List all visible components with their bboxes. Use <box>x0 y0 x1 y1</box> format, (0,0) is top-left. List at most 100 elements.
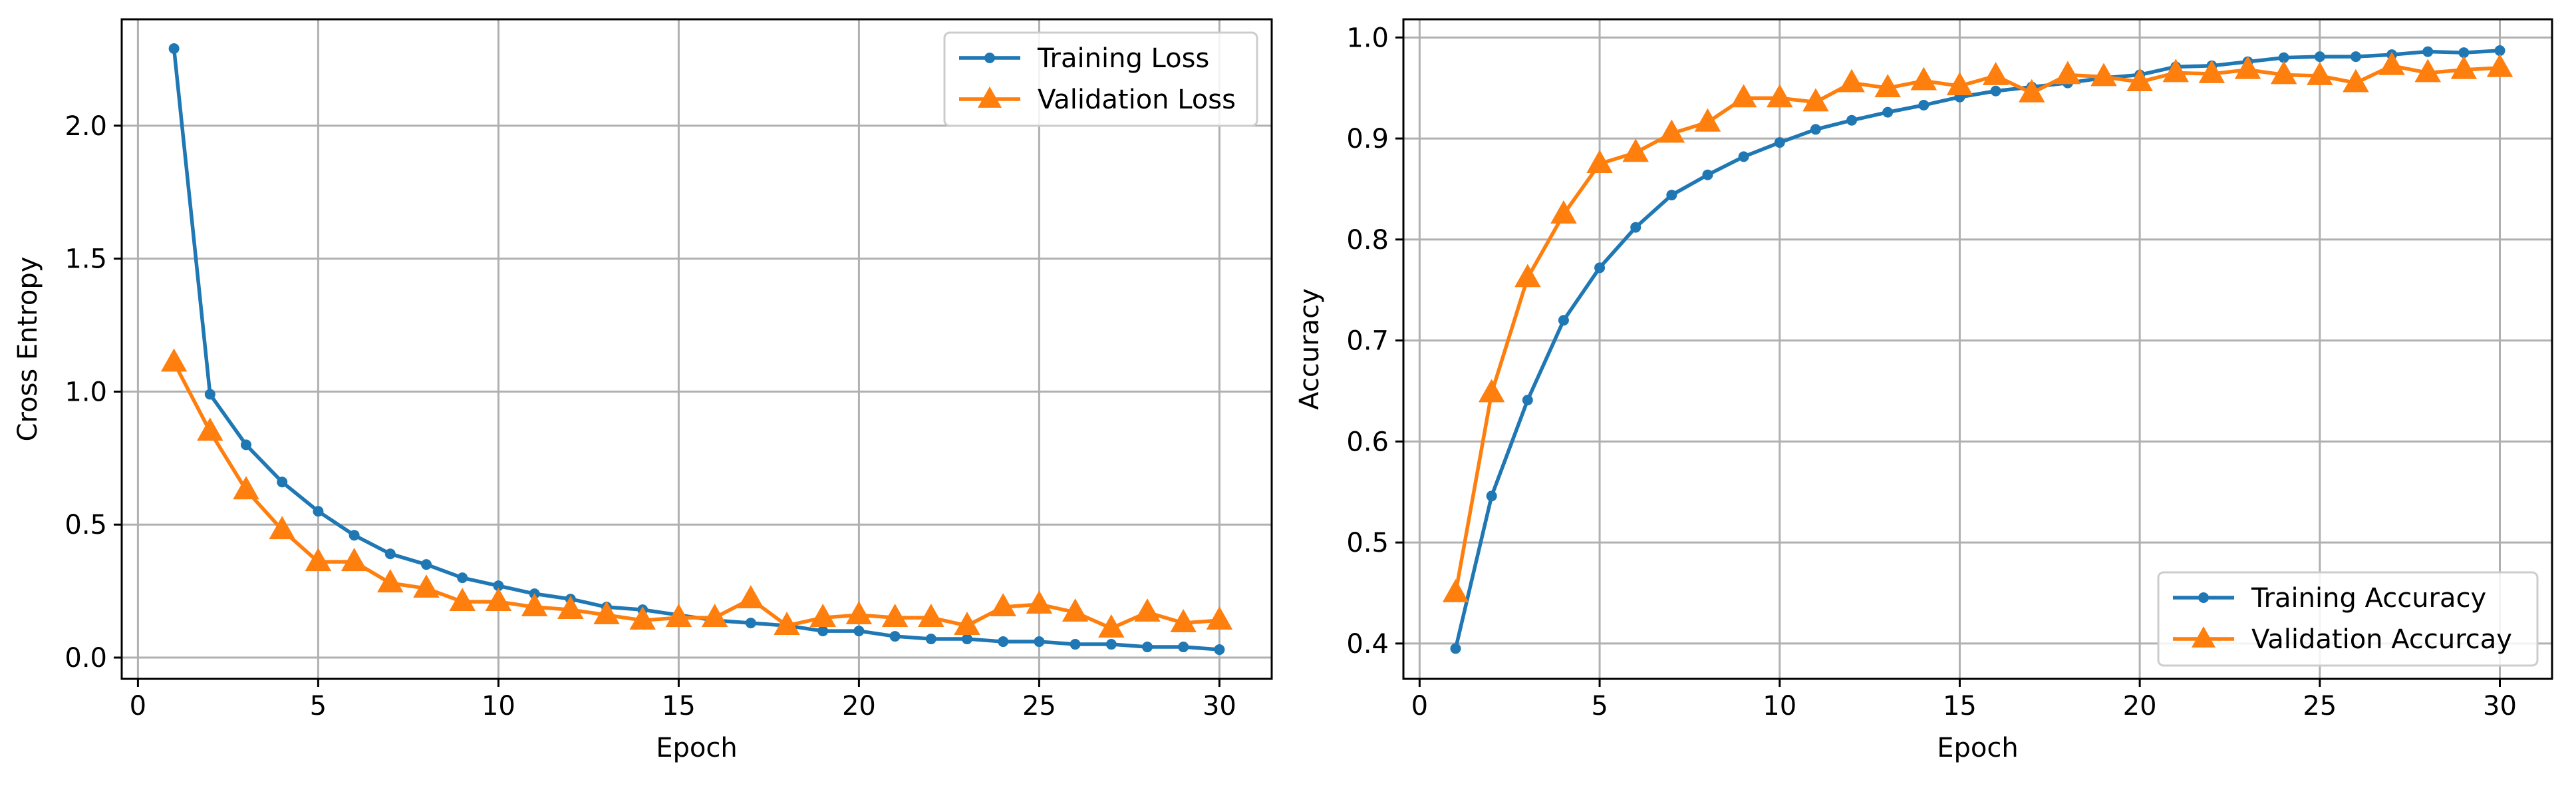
chart-0-legend: Training Loss Validation Loss <box>943 31 1258 127</box>
chart-1-series-1-point-2 <box>1514 264 1541 288</box>
chart-1-series-0-point-27 <box>2422 46 2434 57</box>
chart-0-series-1-point-12 <box>593 601 620 625</box>
chart-1-legend-box <box>2157 571 2539 667</box>
chart-1-series-0-point-7 <box>1702 169 1713 180</box>
chart-0-series-1-point-22 <box>954 612 980 636</box>
chart-1-series-0-point-6 <box>1666 190 1677 201</box>
chart-0-series-0-point-20 <box>889 631 901 642</box>
chart-0-series-1-point-23 <box>990 593 1016 617</box>
chart-0-series-0-point-29 <box>1214 644 1225 656</box>
chart-0-series-1-point-9 <box>485 588 512 612</box>
chart-1-series-1-point-14 <box>1946 72 1973 96</box>
chart-0-series-1-point-14 <box>665 604 692 628</box>
chart-1-y-tick-label-2: 0.6 <box>1346 427 1389 457</box>
chart-0-legend-marker-1 <box>977 87 1002 108</box>
chart-1-series-1-point-18 <box>2090 63 2117 87</box>
chart-0-x-tick-label-4: 20 <box>842 691 876 721</box>
chart-0-series-0-point-28 <box>1178 642 1189 653</box>
chart-1-series-0 <box>1450 45 2505 654</box>
chart-0-series-1-point-24 <box>1026 590 1053 614</box>
chart-1-y-tick-label-6: 1.0 <box>1346 23 1389 53</box>
chart-1-series-0-line <box>1453 49 2500 650</box>
chart-0-y-tick-label-4: 2.0 <box>65 111 107 142</box>
chart-0-y-tick-label-1: 0.5 <box>65 510 107 540</box>
chart-0-series-0-point-6 <box>384 548 396 560</box>
chart-1-series-0-point-9 <box>1774 137 1785 148</box>
chart-1-y-axis-label: Accuracy <box>1294 288 1325 410</box>
chart-1-series-0-point-2 <box>1522 395 1533 406</box>
chart-0-series-1-point-3 <box>269 516 295 540</box>
chart-0-series-1-line <box>172 361 1220 630</box>
chart-1-series-0-point-11 <box>1846 114 1858 126</box>
chart-0-series-0-point-26 <box>1105 639 1117 650</box>
chart-1-series-1-point-24 <box>2307 61 2333 85</box>
chart-0-series-1-point-26 <box>1098 614 1125 638</box>
chart-0-series-1-point-11 <box>557 596 584 620</box>
chart-0-series-0-point-9 <box>493 580 504 592</box>
chart-0-series-1-point-4 <box>305 548 332 572</box>
chart-1-series-1-point-22 <box>2234 55 2261 79</box>
chart-1-x-tick-label-6: 30 <box>2483 691 2517 721</box>
chart-0-x-axis-label: Epoch <box>656 733 737 763</box>
chart-1-series-1-point-20 <box>2162 59 2190 83</box>
chart-0-series-1-point-27 <box>1134 598 1161 622</box>
chart-1-series-0-point-12 <box>1882 106 1894 118</box>
chart-0-y-tick-label-0: 0.0 <box>65 643 107 674</box>
chart-0-series-1-point-13 <box>629 606 656 630</box>
chart-0-series-1-point-6 <box>377 569 404 593</box>
chart-1-x-tick-label-1: 5 <box>1591 691 1608 721</box>
chart-1-series-1-point-5 <box>1622 138 1649 162</box>
chart-0-series-0-point-21 <box>925 634 936 645</box>
chart-1-series-1-point-1 <box>1478 379 1505 403</box>
chart-0-series-1-point-5 <box>341 548 368 572</box>
chart-1-series-1-point-8 <box>1730 84 1757 108</box>
chart-1-legend-marker-1 <box>2191 626 2216 648</box>
chart-1-series-0-point-15 <box>1990 85 2001 97</box>
chart-0-series-1 <box>160 348 1233 638</box>
chart-1-series-1-point-17 <box>2055 61 2081 85</box>
chart-0-axes-frame <box>120 18 1273 680</box>
chart-1-x-tick-label-4: 20 <box>2123 691 2157 721</box>
chart-0-legend-label-1: Validation Loss <box>1038 85 1236 115</box>
chart-0-series-1-point-7 <box>413 574 440 598</box>
chart-0-series-0-point-16 <box>745 618 756 629</box>
chart-1-series-1-point-27 <box>2414 59 2441 83</box>
chart-1-series-1-point-29 <box>2486 53 2513 77</box>
chart-0-series-0-point-23 <box>998 636 1009 648</box>
chart-1-x-tick-label-2: 10 <box>1763 691 1796 721</box>
chart-0-x-tick-label-3: 15 <box>662 691 696 721</box>
chart-1-x-tick-label-3: 15 <box>1943 691 1977 721</box>
chart-1-y-tick-label-0: 0.4 <box>1346 629 1389 660</box>
chart-1-series-0-point-5 <box>1630 222 1642 233</box>
chart-0-series-0-point-5 <box>349 530 360 541</box>
chart-0-series-0-point-24 <box>1034 636 1045 648</box>
chart-0-series-0-line <box>172 48 1220 652</box>
chart-1-legend-label-0: Training Accuracy <box>2251 583 2486 614</box>
chart-1-series-1-line <box>1453 64 2500 594</box>
chart-1-series-1-point-6 <box>1658 119 1685 143</box>
chart-0-series-1-point-21 <box>918 604 944 628</box>
chart-1-series-1-point-28 <box>2450 55 2478 79</box>
chart-1-series-1-point-4 <box>1586 149 1613 173</box>
chart-1-series-1-point-15 <box>1982 61 2009 85</box>
chart-0-y-axis-label: Cross Entropy <box>13 257 43 442</box>
chart-1-series-0-point-4 <box>1594 262 1606 274</box>
chart-0-series-0-point-0 <box>168 43 180 54</box>
chart-0-series-0-point-4 <box>313 506 324 517</box>
chart-1-series-1-point-0 <box>1442 578 1469 602</box>
chart-1-y-tick-label-1: 0.5 <box>1346 528 1389 558</box>
chart-1-series-0-point-28 <box>2458 47 2470 59</box>
chart-1-y-tick-label-3: 0.7 <box>1346 326 1389 357</box>
chart-1-axes-frame <box>1402 18 2553 680</box>
chart-0-series-1-point-17 <box>774 612 800 636</box>
chart-1-series-0-point-13 <box>1918 99 1930 110</box>
chart-1-series-1-point-3 <box>1550 200 1577 224</box>
chart-1-series-1-point-12 <box>1874 74 1901 98</box>
chart-1-series-1-point-25 <box>2343 69 2369 93</box>
chart-1-series-0-point-10 <box>1810 124 1821 135</box>
chart-0-series-1-point-8 <box>449 588 476 612</box>
chart-0-legend-box <box>943 31 1258 127</box>
chart-0-series-0-point-3 <box>277 477 288 488</box>
chart-1-legend-marker-0 <box>2198 592 2209 603</box>
chart-0-series-0-point-1 <box>204 389 215 400</box>
